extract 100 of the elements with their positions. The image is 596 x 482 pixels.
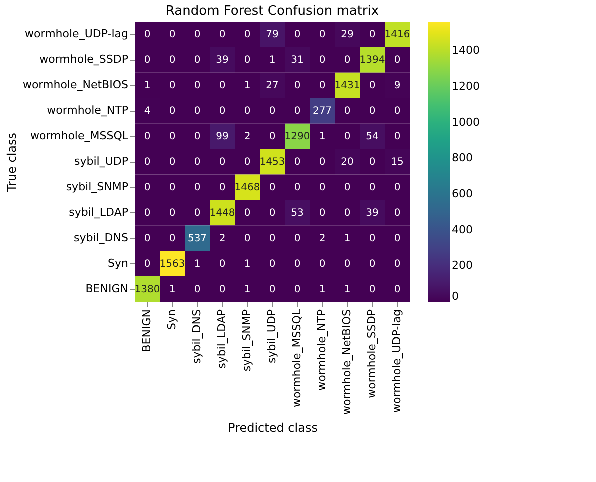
data-label: 0 xyxy=(294,258,301,270)
data-label: 0 xyxy=(344,132,351,143)
y-tick-label: sybil_UDP xyxy=(74,155,129,168)
data-label: 0 xyxy=(294,182,301,194)
data-label: 1394 xyxy=(360,55,386,66)
data-label: 0 xyxy=(319,157,326,168)
y-tick-label: BENIGN xyxy=(86,282,128,296)
data-label: 0 xyxy=(319,80,326,92)
color-bar-label: 400 xyxy=(452,223,473,236)
data-label: 0 xyxy=(194,132,201,143)
data-label: 0 xyxy=(244,106,251,118)
y-axis-title: True class xyxy=(4,132,19,194)
x-tick-label: wormhole_NTP xyxy=(316,309,328,391)
data-label: 0 xyxy=(144,258,151,270)
data-label: 0 xyxy=(144,208,151,219)
data-label: 0 xyxy=(369,106,376,118)
data-label: 0 xyxy=(169,80,176,92)
data-label: 0 xyxy=(169,233,176,244)
data-label: 0 xyxy=(219,106,226,118)
data-label: 0 xyxy=(269,258,276,270)
data-label: 99 xyxy=(216,132,229,143)
color-bar-label: 1200 xyxy=(452,80,480,94)
chart-title: Random Forest Confusion matrix xyxy=(166,4,380,19)
data-label: 31 xyxy=(291,55,304,66)
data-label: 0 xyxy=(169,132,176,143)
data-label: 0 xyxy=(219,182,226,194)
data-label: 79 xyxy=(266,30,279,41)
data-label: 29 xyxy=(341,30,354,41)
color-bar-label: 0 xyxy=(452,290,459,303)
data-label: 1 xyxy=(169,284,176,296)
data-label: 39 xyxy=(366,208,379,219)
data-label: 27 xyxy=(266,80,279,92)
x-tick-label: Syn xyxy=(166,309,178,330)
data-label: 1 xyxy=(319,284,326,296)
data-label: 0 xyxy=(219,258,226,270)
data-label: 0 xyxy=(369,30,376,41)
data-label: 39 xyxy=(216,55,229,66)
data-label: 0 xyxy=(244,55,251,66)
data-label: 1 xyxy=(269,55,276,66)
data-label: 0 xyxy=(194,106,201,118)
data-label: 0 xyxy=(169,157,176,168)
data-label: 0 xyxy=(269,106,276,118)
x-tick-label: sybil_UDP xyxy=(266,309,278,364)
data-label: 2 xyxy=(219,233,226,244)
data-label: 0 xyxy=(394,132,401,143)
y-tick-label: wormhole_MSSQL xyxy=(30,130,130,143)
data-label: 0 xyxy=(344,208,351,219)
data-label: 0 xyxy=(369,157,376,168)
y-tick-label: wormhole_NTP xyxy=(47,104,129,118)
data-label: 1416 xyxy=(384,30,410,41)
data-label: 1 xyxy=(244,284,251,296)
data-label: 2 xyxy=(319,233,326,244)
color-bar-label: 800 xyxy=(452,152,473,165)
data-label: 0 xyxy=(244,157,251,168)
data-label: 0 xyxy=(219,157,226,168)
data-label: 1 xyxy=(344,233,351,244)
data-label: 0 xyxy=(244,208,251,219)
data-label: 0 xyxy=(294,30,301,41)
data-label: 0 xyxy=(219,30,226,41)
data-label: 1 xyxy=(194,258,201,270)
x-tick-label: wormhole_SSDP xyxy=(366,309,378,398)
data-label: 20 xyxy=(341,157,354,168)
data-label: 0 xyxy=(319,182,326,194)
data-label: 0 xyxy=(219,80,226,92)
data-label: 0 xyxy=(169,182,176,194)
data-label: 54 xyxy=(366,132,379,143)
data-label: 0 xyxy=(194,208,201,219)
y-tick-label: sybil_LDAP xyxy=(69,206,129,219)
color-bar-label: 200 xyxy=(452,259,473,272)
data-label: 0 xyxy=(144,157,151,168)
data-label: 0 xyxy=(169,106,176,118)
data-label: 0 xyxy=(394,208,401,219)
data-label: 0 xyxy=(369,233,376,244)
color-bar-label: 600 xyxy=(452,188,473,201)
data-label: 0 xyxy=(344,55,351,66)
data-label: 0 xyxy=(369,258,376,270)
data-label: 0 xyxy=(269,284,276,296)
data-label: 1 xyxy=(344,284,351,296)
y-tick-label: wormhole_NetBIOS xyxy=(22,78,129,92)
data-label: 53 xyxy=(291,208,304,219)
data-label: 0 xyxy=(344,182,351,194)
data-label: 0 xyxy=(144,132,151,143)
data-label: 1 xyxy=(244,80,251,92)
data-label: 0 xyxy=(344,258,351,270)
data-label: 0 xyxy=(319,258,326,270)
data-label: 1563 xyxy=(160,258,186,270)
y-tick-label: sybil_SNMP xyxy=(66,180,129,194)
data-label: 0 xyxy=(369,182,376,194)
color-bar-label: 1000 xyxy=(452,116,480,129)
x-axis-title: Predicted class xyxy=(228,421,318,436)
data-label: 0 xyxy=(319,30,326,41)
data-label: 0 xyxy=(169,55,176,66)
data-label: 0 xyxy=(194,284,201,296)
data-label: 1380 xyxy=(134,284,160,296)
data-label: 0 xyxy=(369,80,376,92)
data-label: 1 xyxy=(144,80,151,92)
data-label: 0 xyxy=(219,284,226,296)
data-label: 2 xyxy=(244,132,251,143)
data-label: 0 xyxy=(144,30,151,41)
data-label: 0 xyxy=(194,30,201,41)
